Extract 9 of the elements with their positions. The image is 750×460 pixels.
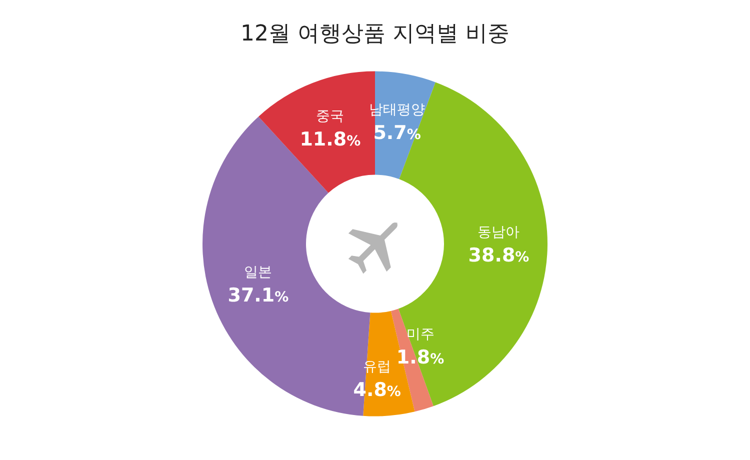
slice-label: 동남아 [478,224,520,241]
chart-title: 12월 여행상품 지역별 비중 [240,22,510,46]
slice-label: 일본 [244,264,272,281]
data-label: 1.8% [396,346,444,368]
data-label: 38.8% [468,244,530,267]
data-label: 37.1% [228,284,289,307]
slice-label: 중국 [316,108,344,124]
data-label: 11.8% [300,128,361,150]
slice-label: 미주 [406,326,434,342]
